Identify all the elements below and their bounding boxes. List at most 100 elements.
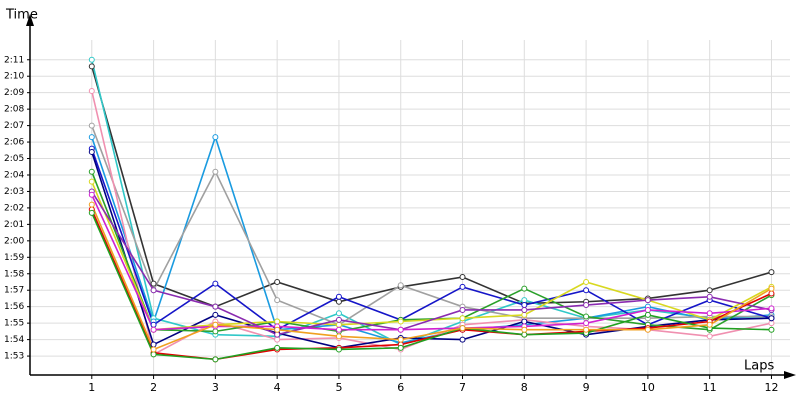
x-tick-label: 9	[583, 381, 590, 394]
data-point	[274, 331, 281, 338]
data-point	[521, 297, 528, 304]
data-point	[212, 303, 219, 310]
data-point	[212, 280, 219, 287]
data-point	[768, 285, 775, 292]
data-point	[274, 278, 281, 285]
y-tick-label: 2:04	[4, 170, 24, 180]
data-point	[459, 325, 466, 332]
data-point	[459, 315, 466, 322]
data-point	[212, 311, 219, 318]
y-tick-label: 1:53	[4, 352, 24, 362]
data-point	[150, 280, 157, 287]
data-point	[150, 321, 157, 328]
data-point	[212, 328, 219, 335]
x-tick-label: 1	[88, 381, 95, 394]
y-tick-label: 1:55	[4, 319, 24, 329]
data-point	[88, 56, 95, 63]
y-tick-label: 2:02	[4, 203, 24, 213]
data-point	[583, 287, 590, 294]
x-tick-label: 12	[764, 381, 778, 394]
data-point	[88, 148, 95, 155]
data-point	[335, 298, 342, 305]
data-point	[644, 326, 651, 333]
y-tick-label: 2:00	[4, 236, 24, 246]
data-point	[335, 326, 342, 333]
x-tick-label: 7	[459, 381, 466, 394]
x-tick-label: 2	[150, 381, 157, 394]
data-point	[88, 201, 95, 208]
x-tick-label: 3	[212, 381, 219, 394]
x-axis-arrow	[784, 371, 796, 379]
x-tick-label: 10	[641, 381, 655, 394]
y-tick-label: 2:09	[4, 88, 24, 98]
data-point	[644, 311, 651, 318]
data-point	[583, 326, 590, 333]
data-point	[583, 320, 590, 327]
x-tick-label: 8	[521, 381, 528, 394]
data-point	[706, 333, 713, 340]
data-point	[521, 331, 528, 338]
x-tick-label: 11	[703, 381, 717, 394]
data-point	[521, 302, 528, 309]
x-axis-label: Laps	[744, 359, 774, 374]
data-point	[644, 306, 651, 313]
data-point	[521, 306, 528, 313]
data-point	[397, 318, 404, 325]
data-point	[706, 321, 713, 328]
data-point	[274, 326, 281, 333]
data-point	[212, 356, 219, 363]
series-line	[91, 212, 772, 361]
data-point	[397, 282, 404, 289]
data-point	[459, 274, 466, 281]
data-point	[150, 341, 157, 348]
data-point	[335, 333, 342, 340]
data-point	[768, 305, 775, 312]
y-tick-label: 2:08	[4, 105, 24, 115]
series-line	[91, 148, 772, 331]
series-line	[91, 191, 772, 336]
lines	[88, 56, 775, 363]
data-point	[274, 344, 281, 351]
data-point	[583, 302, 590, 309]
y-tick-label: 2:03	[4, 187, 24, 197]
data-point	[521, 326, 528, 333]
data-point	[212, 321, 219, 328]
data-point	[768, 269, 775, 276]
y-tick-label: 2:10	[4, 72, 24, 82]
y-tick-label: 2:06	[4, 138, 24, 148]
series-line	[91, 204, 772, 351]
data-point	[397, 344, 404, 351]
data-point	[706, 310, 713, 317]
y-tick-label: 1:56	[4, 302, 24, 312]
x-tick-label: 5	[335, 381, 342, 394]
y-tick-label: 1:59	[4, 253, 24, 263]
data-point	[150, 326, 157, 333]
data-point	[88, 88, 95, 95]
data-point	[88, 122, 95, 129]
data-point	[521, 285, 528, 292]
data-point	[335, 310, 342, 317]
data-point	[706, 293, 713, 300]
data-point	[335, 316, 342, 323]
data-point	[459, 336, 466, 343]
series-line	[91, 59, 772, 346]
series-line	[91, 66, 772, 308]
data-point	[644, 297, 651, 304]
data-point	[768, 315, 775, 322]
data-point	[706, 287, 713, 294]
x-tick-label: 4	[274, 381, 281, 394]
data-point	[397, 326, 404, 333]
data-point	[212, 168, 219, 175]
y-tick-label: 2:05	[4, 154, 24, 164]
x-tick-label: 6	[397, 381, 404, 394]
series-line	[91, 125, 772, 326]
data-point	[88, 209, 95, 216]
data-point	[521, 318, 528, 325]
data-point	[583, 313, 590, 320]
data-point	[768, 326, 775, 333]
data-point	[212, 134, 219, 141]
data-point	[459, 283, 466, 290]
data-point	[335, 321, 342, 328]
data-point	[274, 297, 281, 304]
